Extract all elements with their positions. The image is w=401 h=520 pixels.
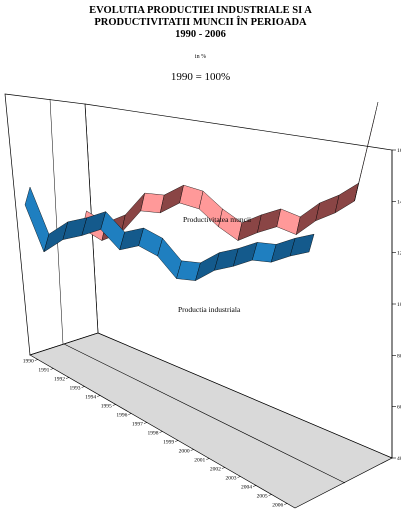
y-tick-label: 120 — [397, 251, 401, 257]
x-tick-mark — [65, 377, 70, 379]
x-tick-label: 1993 — [70, 386, 81, 392]
series-layer — [24, 101, 379, 282]
y-tick-label: 100 — [397, 302, 401, 308]
x-tick-label: 2002 — [210, 467, 221, 473]
x-tick-mark — [190, 449, 194, 451]
x-tick-label: 2005 — [257, 494, 268, 500]
chart-title-line-1: EVOLUTIA PRODUCTIEI INDUSTRIALE SI A — [89, 5, 312, 16]
floor-divider — [63, 343, 346, 484]
x-tick-mark — [206, 458, 210, 460]
x-tick-mark — [159, 431, 163, 433]
x-tick-mark — [268, 494, 272, 496]
x-tick-mark — [143, 422, 147, 424]
series-label-productivitatea-muncii: Productivitatea muncii — [183, 215, 251, 224]
x-tick-mark — [237, 476, 241, 478]
x-tick-label: 1990 — [23, 359, 34, 365]
ribbon-segment — [289, 233, 315, 257]
series-productia-industriala — [24, 186, 315, 282]
x-tick-mark — [128, 413, 132, 415]
y-axis-ticks: 40 60 80 100 120 140 16 — [392, 148, 401, 462]
series-label-productia-industriala: Productia industriala — [178, 305, 241, 314]
base-year-label: 1990 = 100% — [170, 71, 231, 83]
y-tick-label: 16 — [397, 148, 401, 154]
x-tick-label: 2003 — [225, 476, 236, 482]
x-tick-mark — [97, 395, 101, 397]
x-tick-label: 1996 — [116, 413, 127, 419]
x-tick-label: 2004 — [241, 485, 252, 491]
ribbon-segment — [354, 101, 379, 202]
chart-title-line-3: 1990 - 2006 — [175, 29, 226, 40]
x-tick-mark — [81, 386, 85, 388]
x-tick-label: 1998 — [148, 431, 159, 437]
side-wall-divider — [49, 98, 64, 345]
x-axis-ticks: 1990 1991 1992 1993 1994 1995 1996 1997 1998 1999… — [23, 359, 288, 509]
y-tick-label: 60 — [397, 405, 401, 411]
unit-label: in % — [194, 54, 207, 60]
x-tick-label: 2001 — [194, 458, 205, 464]
x-tick-label: 2000 — [179, 449, 190, 455]
x-tick-mark — [221, 467, 225, 469]
x-tick-label: 1991 — [38, 368, 49, 374]
x-tick-mark — [112, 404, 116, 406]
y-tick-label: 80 — [397, 353, 401, 359]
x-tick-label: 1992 — [54, 377, 65, 383]
y-tick-label: 140 — [397, 199, 401, 205]
chart-title-line-2: PRODUCTIVITATII MUNCII ÎN PERIOADA — [94, 17, 307, 28]
x-tick-label: 2006 — [272, 503, 283, 509]
x-tick-mark — [175, 440, 179, 442]
x-tick-mark — [284, 503, 288, 505]
y-tick-label: 40 — [397, 456, 401, 462]
x-tick-label: 1999 — [163, 440, 174, 446]
x-tick-label: 1997 — [132, 422, 143, 428]
x-tick-label: 1994 — [85, 395, 96, 401]
x-tick-label: 1995 — [101, 404, 112, 410]
x-tick-mark — [252, 485, 257, 487]
x-tick-mark — [50, 368, 54, 370]
chart-title: EVOLUTIA PRODUCTIEI INDUSTRIALE SI A PRO… — [0, 5, 401, 41]
x-tick-mark — [34, 359, 38, 361]
series-labels: Productivitatea muncii Productia industri… — [178, 215, 251, 314]
